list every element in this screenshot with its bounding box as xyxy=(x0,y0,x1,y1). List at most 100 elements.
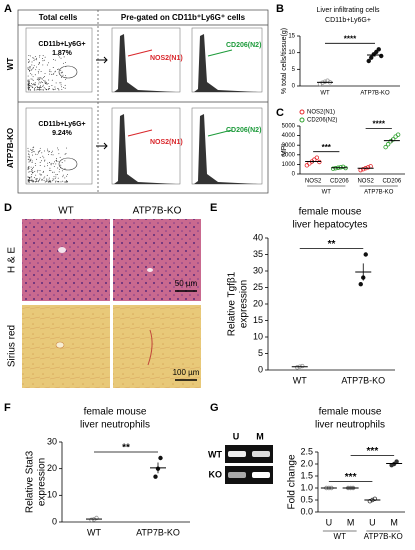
y-tick-label: 3000 xyxy=(282,143,296,149)
event-dot xyxy=(49,180,51,182)
histogram xyxy=(114,114,176,184)
event-dot xyxy=(45,89,47,91)
event-dot xyxy=(53,176,55,178)
event-dot xyxy=(48,88,50,90)
event-dot xyxy=(28,171,30,173)
event-dot xyxy=(65,62,66,63)
event-dot xyxy=(33,177,35,179)
event-dot xyxy=(31,78,33,80)
event-dot xyxy=(40,78,42,80)
event-dot xyxy=(34,55,36,57)
event-dot xyxy=(57,167,59,169)
event-dot xyxy=(42,60,44,62)
event-dot xyxy=(29,160,31,162)
event-dot xyxy=(60,181,62,183)
event-dot xyxy=(31,74,33,76)
event-dot xyxy=(31,178,33,180)
event-dot xyxy=(39,62,41,64)
event-dot xyxy=(50,164,52,166)
event-dot xyxy=(62,180,64,182)
event-dot xyxy=(40,174,42,176)
event-dot xyxy=(31,61,33,63)
event-dot xyxy=(42,155,44,157)
event-dot xyxy=(55,180,57,182)
event-dot xyxy=(51,73,52,75)
event-dot xyxy=(27,167,29,169)
event-dot xyxy=(52,154,54,156)
event-dot xyxy=(47,89,49,91)
event-dot xyxy=(29,157,31,159)
event-dot xyxy=(60,164,62,166)
group-label: ATP7B-KO xyxy=(364,532,403,541)
y-tick-label: 30 xyxy=(253,265,263,275)
chart-title: Liver infiltrating cells xyxy=(316,7,380,14)
event-dot xyxy=(41,58,43,59)
y-tick-label: 20 xyxy=(47,463,57,473)
x-tick-label: ATP7B-KO xyxy=(341,375,385,385)
panel-label: G xyxy=(210,402,219,414)
arrow xyxy=(207,49,233,57)
event-dot xyxy=(30,158,32,160)
y-tick-label: 1.0 xyxy=(300,482,313,492)
event-dot xyxy=(53,171,55,173)
y-tick-label: 2000 xyxy=(282,152,296,158)
event-dot xyxy=(38,89,40,91)
data-point xyxy=(358,282,363,287)
event-dot xyxy=(27,82,29,84)
event-dot xyxy=(36,89,38,91)
event-dot xyxy=(54,178,56,179)
y-axis-label: Fold change xyxy=(287,454,298,509)
event-dot xyxy=(55,174,57,176)
y-tick-label: 0.0 xyxy=(300,506,313,516)
event-dot xyxy=(28,81,30,83)
event-dot xyxy=(60,57,62,59)
event-dot xyxy=(39,150,41,151)
event-dot xyxy=(39,165,41,167)
x-tick-label: CD206 xyxy=(383,179,402,185)
event-dot xyxy=(38,180,40,181)
event-dot xyxy=(48,62,50,64)
event-dot xyxy=(67,173,68,175)
y-tick-label: 0 xyxy=(52,516,57,526)
event-dot xyxy=(57,149,59,151)
data-point xyxy=(89,517,94,523)
event-dot xyxy=(55,159,57,161)
event-dot xyxy=(61,86,63,88)
event-dot xyxy=(51,162,53,164)
event-dot xyxy=(34,84,36,86)
gel-band xyxy=(228,472,246,478)
event-dot xyxy=(61,88,63,90)
event-dot xyxy=(34,58,36,60)
gel-row: KO xyxy=(209,469,223,479)
event-dot xyxy=(31,172,33,174)
event-dot xyxy=(55,88,56,90)
event-dot xyxy=(28,154,30,155)
event-dot xyxy=(42,171,44,173)
event-dot xyxy=(30,69,32,71)
event-dot xyxy=(39,150,40,152)
event-dot xyxy=(35,178,37,180)
panel-label: C xyxy=(276,107,284,119)
event-dot xyxy=(38,79,40,81)
event-dot xyxy=(58,89,60,91)
panel-label: D xyxy=(4,202,12,214)
event-dot xyxy=(41,152,43,154)
event-dot xyxy=(52,178,54,180)
event-dot xyxy=(60,72,62,74)
event-dot xyxy=(46,180,48,182)
event-dot xyxy=(29,87,31,89)
event-dot xyxy=(58,68,60,70)
event-dot xyxy=(56,74,58,76)
event-dot xyxy=(37,169,39,171)
chart-title: liver hepatocytes xyxy=(292,220,367,231)
event-dot xyxy=(45,81,47,83)
panel-label: F xyxy=(4,402,11,414)
event-dot xyxy=(38,69,40,71)
event-dot xyxy=(44,56,46,58)
y-tick-label: 0 xyxy=(292,84,296,90)
data-point xyxy=(385,142,391,147)
event-dot xyxy=(43,150,45,152)
event-dot xyxy=(34,181,36,183)
event-dot xyxy=(64,181,66,183)
y-tick-label: 40 xyxy=(253,232,263,242)
